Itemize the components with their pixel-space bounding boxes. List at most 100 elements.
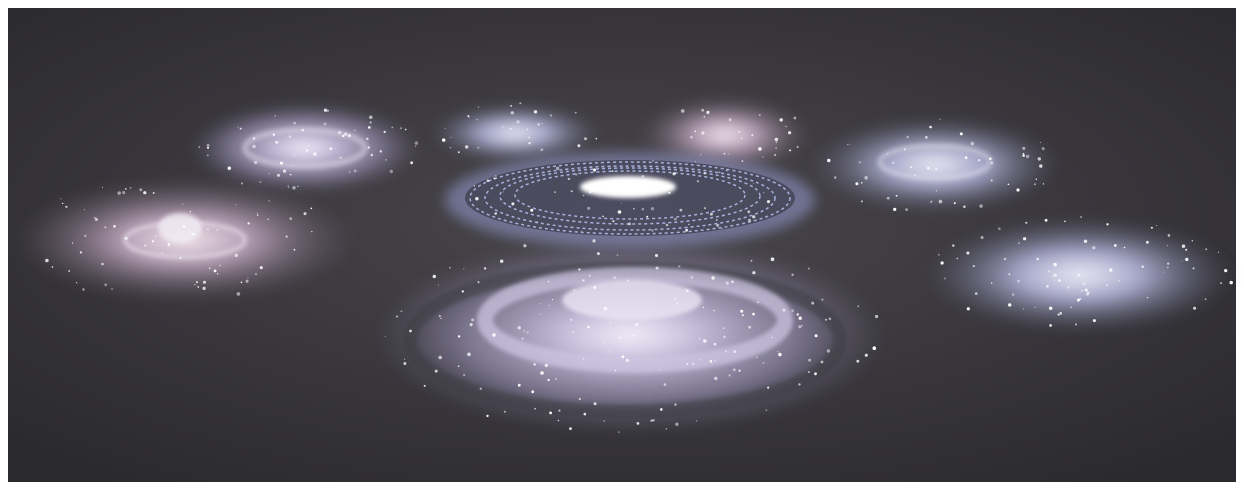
star [939,118,941,120]
star [143,191,147,195]
star [354,129,356,132]
star [256,212,259,215]
star [268,200,270,202]
star [329,147,333,151]
star [1017,279,1020,283]
star [738,130,741,133]
star [414,141,419,145]
star [860,182,863,184]
star [821,298,824,301]
star [715,219,718,221]
star [959,132,963,136]
star [323,108,328,112]
star [611,170,614,173]
star [1080,216,1083,218]
star [337,130,342,135]
star [860,200,863,203]
star [101,262,104,266]
star [117,191,121,195]
star [440,317,442,319]
star [124,236,128,240]
star [339,156,342,159]
star [1181,260,1183,262]
star [383,130,386,134]
star [208,267,211,270]
star [1163,271,1165,273]
star [203,280,206,284]
star [714,359,716,362]
star [111,288,113,290]
star [603,341,605,343]
star [400,310,403,313]
star [139,188,143,192]
star [925,136,928,139]
star [1049,324,1052,327]
star [461,290,464,293]
star [310,207,313,210]
star [614,369,617,372]
star [1220,282,1222,284]
star [650,419,653,422]
star [194,284,196,286]
orbit [514,170,746,220]
star [526,128,529,131]
star [1113,244,1117,247]
star [673,298,677,301]
star [1205,248,1208,251]
star [79,251,82,254]
star [659,180,661,182]
star [826,349,831,353]
star [94,218,98,221]
star [665,223,669,227]
star [292,164,294,166]
star [709,212,713,216]
star [775,141,777,143]
star [1204,298,1207,300]
star [554,191,556,193]
star [509,127,512,130]
star [688,223,690,226]
star [274,114,277,117]
star [618,431,620,433]
star [1018,242,1020,245]
star [1167,262,1170,265]
star [144,244,147,247]
star [267,218,270,221]
star [906,135,909,139]
star [820,360,824,364]
star [1083,239,1088,243]
star [587,325,590,329]
star [84,234,87,237]
star [775,147,777,149]
star [796,313,799,316]
star [685,289,689,293]
star [964,156,968,160]
star [626,186,628,188]
star [674,403,677,406]
star [1191,240,1194,242]
star [523,330,525,332]
star [713,342,717,346]
star [779,118,783,122]
star [503,410,506,413]
star [570,190,573,193]
star [213,269,217,273]
star [1150,226,1153,229]
star [161,252,164,255]
star [259,266,263,270]
star [887,153,889,155]
star [503,126,505,128]
star [368,126,371,129]
star [544,363,548,368]
star [728,374,731,377]
star [1181,244,1186,248]
star [633,207,635,210]
star [762,361,765,364]
star [1118,279,1121,282]
star [752,215,756,219]
star [788,131,792,135]
star [1167,234,1171,237]
orbit [484,165,776,231]
star [1011,293,1015,296]
star [102,187,103,188]
